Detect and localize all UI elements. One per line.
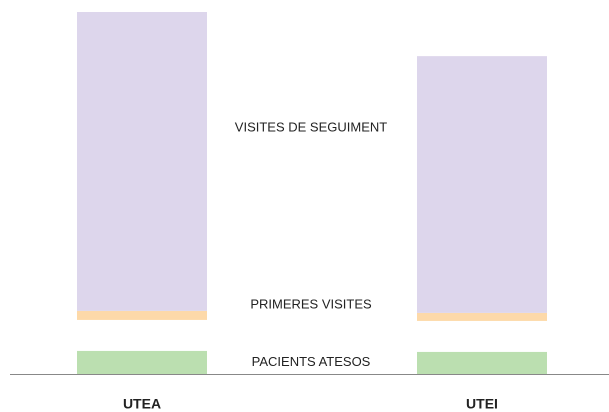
segment-label: PRIMERES VISITES bbox=[250, 296, 372, 311]
x-tick-label: UTEI bbox=[466, 396, 498, 412]
bar-segment bbox=[77, 310, 207, 320]
bar-segment bbox=[417, 351, 547, 374]
bar-segment bbox=[417, 56, 547, 313]
bar-segment bbox=[77, 12, 207, 311]
segment-label: PACIENTS ATESOS bbox=[252, 354, 371, 369]
bar-segment bbox=[77, 350, 207, 374]
segment-label: VISITES DE SEGUIMENT bbox=[235, 119, 387, 134]
x-tick-label: UTEA bbox=[123, 396, 161, 412]
bar-segment bbox=[417, 312, 547, 321]
